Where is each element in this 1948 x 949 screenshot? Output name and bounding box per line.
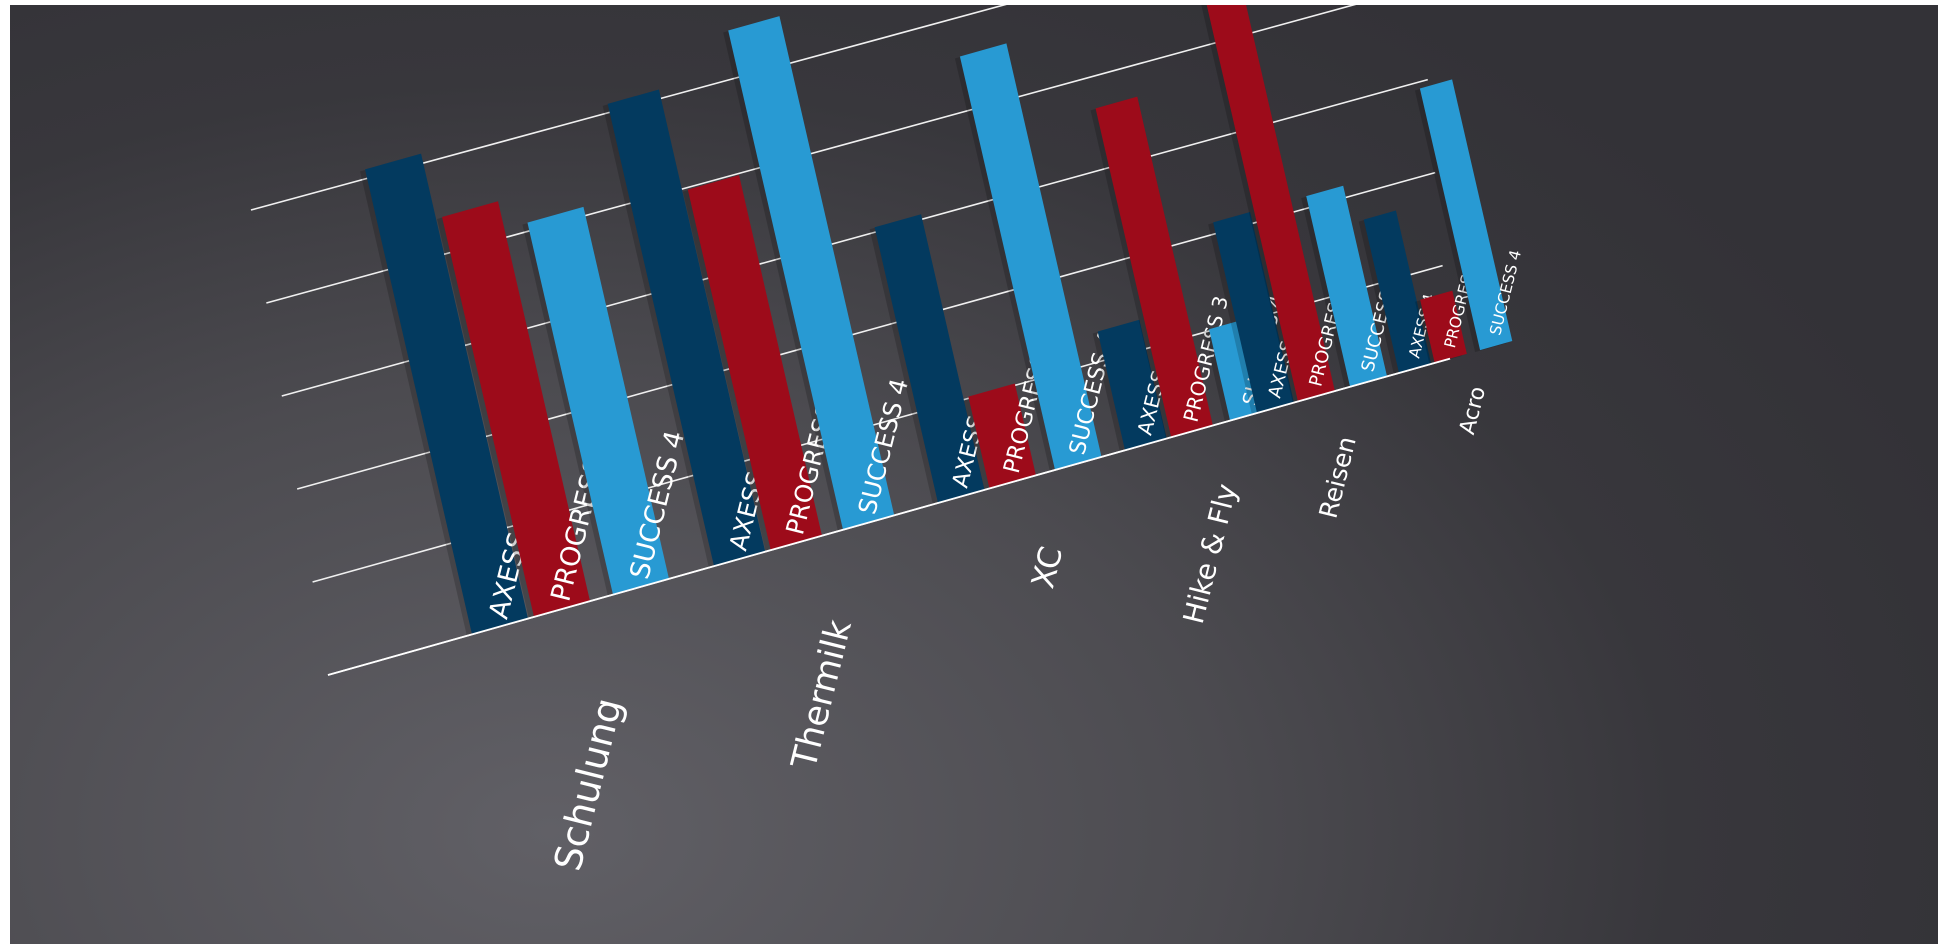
category-label: Schulung xyxy=(545,694,630,875)
bar xyxy=(1206,5,1335,402)
chart-background: AXESS 4 PROGRESS 3 SUCCESS 4 AXESS 4 PROGRES… xyxy=(10,5,1938,944)
bar xyxy=(968,383,1036,489)
category-label: XC xyxy=(1025,543,1070,592)
bars: AXESS 4 PROGRESS 3 SUCCESS 4 AXESS 4 PROGRES… xyxy=(327,5,1525,676)
bar xyxy=(1420,290,1467,363)
bar xyxy=(1213,211,1294,414)
bar xyxy=(1306,185,1388,387)
bar xyxy=(1095,96,1213,438)
bar xyxy=(728,16,895,530)
bar-chart: AXESS 4 PROGRESS 3 SUCCESS 4 AXESS 4 PROGRES… xyxy=(250,5,1525,875)
category-label: Reisen xyxy=(1314,434,1362,522)
bar xyxy=(607,89,766,567)
bar xyxy=(1363,210,1432,373)
bar xyxy=(1419,79,1513,351)
bar xyxy=(874,214,985,503)
category-label: Hike & Fly xyxy=(1177,480,1244,627)
grid-line xyxy=(250,5,1007,211)
category-label: Acro xyxy=(1455,384,1491,437)
bar xyxy=(365,153,528,635)
bar xyxy=(687,175,822,551)
bar xyxy=(959,43,1102,470)
bar xyxy=(1097,319,1167,451)
category-label: Thermilk xyxy=(784,615,860,774)
bar xyxy=(442,201,590,617)
baseline xyxy=(327,357,1451,676)
bar xyxy=(527,206,669,595)
